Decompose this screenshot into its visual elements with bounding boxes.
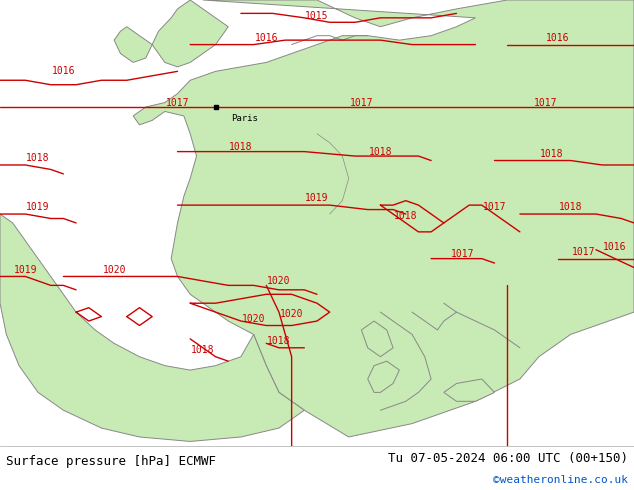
Text: 1018: 1018 bbox=[540, 149, 564, 159]
Polygon shape bbox=[152, 0, 228, 67]
Text: 1017: 1017 bbox=[571, 247, 595, 257]
Text: 1018: 1018 bbox=[26, 153, 50, 163]
Text: 1017: 1017 bbox=[165, 98, 190, 108]
Text: 1016: 1016 bbox=[254, 33, 278, 43]
Text: Tu 07-05-2024 06:00 UTC (00+150): Tu 07-05-2024 06:00 UTC (00+150) bbox=[387, 452, 628, 465]
Text: 1017: 1017 bbox=[349, 98, 373, 108]
Text: 1020: 1020 bbox=[242, 314, 266, 324]
Text: 1018: 1018 bbox=[191, 345, 215, 355]
Text: 1018: 1018 bbox=[368, 147, 392, 157]
Text: Paris: Paris bbox=[231, 114, 258, 122]
Text: 1019: 1019 bbox=[13, 265, 37, 275]
Polygon shape bbox=[361, 321, 393, 357]
Text: 1016: 1016 bbox=[546, 33, 570, 43]
Polygon shape bbox=[444, 379, 495, 401]
Text: 1020: 1020 bbox=[280, 309, 304, 319]
Text: 1018: 1018 bbox=[267, 336, 291, 346]
Text: 1020: 1020 bbox=[267, 276, 291, 286]
Text: 1018: 1018 bbox=[394, 211, 418, 221]
Text: 1019: 1019 bbox=[305, 194, 329, 203]
Text: 1016: 1016 bbox=[51, 66, 75, 76]
Text: 1020: 1020 bbox=[102, 265, 126, 275]
Text: 1017: 1017 bbox=[482, 202, 507, 212]
Polygon shape bbox=[114, 27, 152, 62]
Text: 1019: 1019 bbox=[26, 202, 50, 212]
Polygon shape bbox=[0, 214, 304, 441]
Polygon shape bbox=[133, 0, 634, 437]
Text: 1018: 1018 bbox=[229, 142, 253, 152]
Text: Surface pressure [hPa] ECMWF: Surface pressure [hPa] ECMWF bbox=[6, 455, 216, 468]
Text: 1017: 1017 bbox=[451, 249, 475, 259]
Text: 1016: 1016 bbox=[603, 243, 627, 252]
Polygon shape bbox=[368, 361, 399, 392]
Text: 1018: 1018 bbox=[559, 202, 583, 212]
Text: ©weatheronline.co.uk: ©weatheronline.co.uk bbox=[493, 475, 628, 485]
Text: 1015: 1015 bbox=[305, 11, 329, 21]
Text: 1017: 1017 bbox=[533, 98, 557, 108]
